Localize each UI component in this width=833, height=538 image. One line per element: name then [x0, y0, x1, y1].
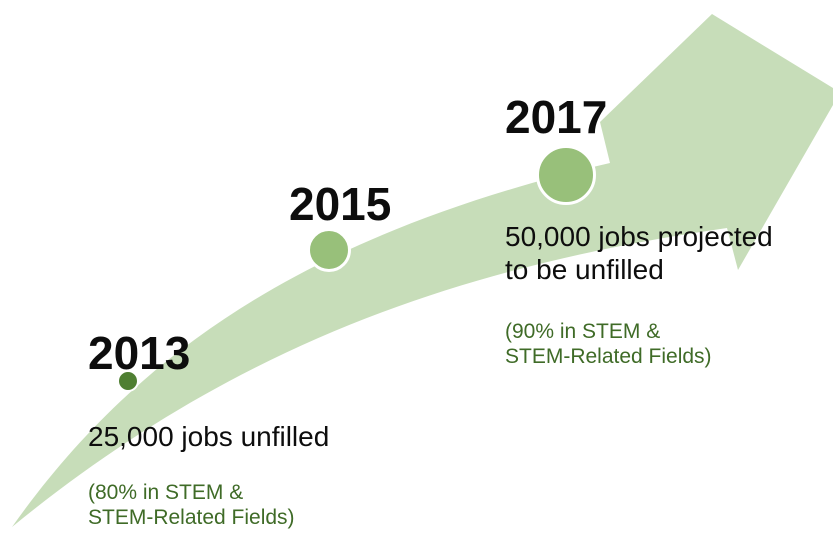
- milestone-2013-jobs-line1: 25,000 jobs unfilled: [88, 421, 330, 452]
- milestone-2017-jobs-line2: to be unfilled: [505, 254, 664, 286]
- milestone-2013-jobs-text: 25,000 jobs unfilled: [88, 420, 329, 453]
- year-label-2013: 2013: [88, 327, 191, 379]
- milestone-dot-2015: [307, 228, 351, 272]
- milestone-2017-stem-line1: (90% in STEM &: [505, 320, 661, 343]
- milestone-2017-jobs-line1: 50,000 jobs projected: [505, 221, 773, 252]
- milestone-2017-stem-text: (90% in STEM & STEM-Related Fields): [505, 319, 712, 369]
- milestone-2013-stem-line2: STEM-Related Fields): [88, 506, 295, 530]
- milestone-2013-stem-text: (80% in STEM & STEM-Related Fields): [88, 480, 295, 530]
- milestone-2017-stem-line2: STEM-Related Fields): [505, 345, 712, 369]
- year-label-2017: 2017: [505, 91, 608, 143]
- milestone-dot-2013: [117, 370, 139, 392]
- milestone-2017-jobs-text: 50,000 jobs projected to be unfilled: [505, 220, 773, 286]
- curved-arrow-shape: [12, 14, 833, 527]
- year-label-2015: 2015: [289, 178, 392, 230]
- milestone-2013-stem-line1: (80% in STEM &: [88, 481, 244, 504]
- milestone-dot-2017: [536, 145, 596, 205]
